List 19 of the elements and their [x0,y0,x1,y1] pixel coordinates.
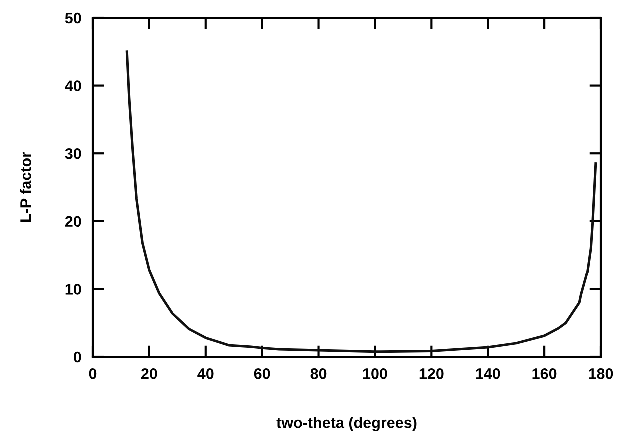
x-tick-label: 140 [476,368,500,380]
x-tick-label: 120 [420,368,444,380]
x-tick-label: 160 [532,368,557,380]
x-tick-label: 80 [310,368,327,380]
y-tick-label: 40 [65,80,82,92]
y-tick-label: 20 [65,216,82,228]
x-tick-label: 60 [254,368,270,380]
line-series [126,50,598,354]
y-tick-label: 30 [65,148,82,160]
x-tick-label: 0 [89,368,97,380]
y-axis-title: L-P factor [20,152,32,222]
x-tick-label: 180 [589,368,614,380]
x-axis-title: two-theta (degrees) [276,417,417,432]
y-tick-label: 0 [74,352,82,363]
x-tick-label: 20 [141,368,158,380]
y-tick-label: 10 [66,284,82,295]
y-tick-label: 50 [65,12,82,24]
x-tick-label: 100 [363,368,388,380]
x-tick-label: 40 [198,368,214,380]
